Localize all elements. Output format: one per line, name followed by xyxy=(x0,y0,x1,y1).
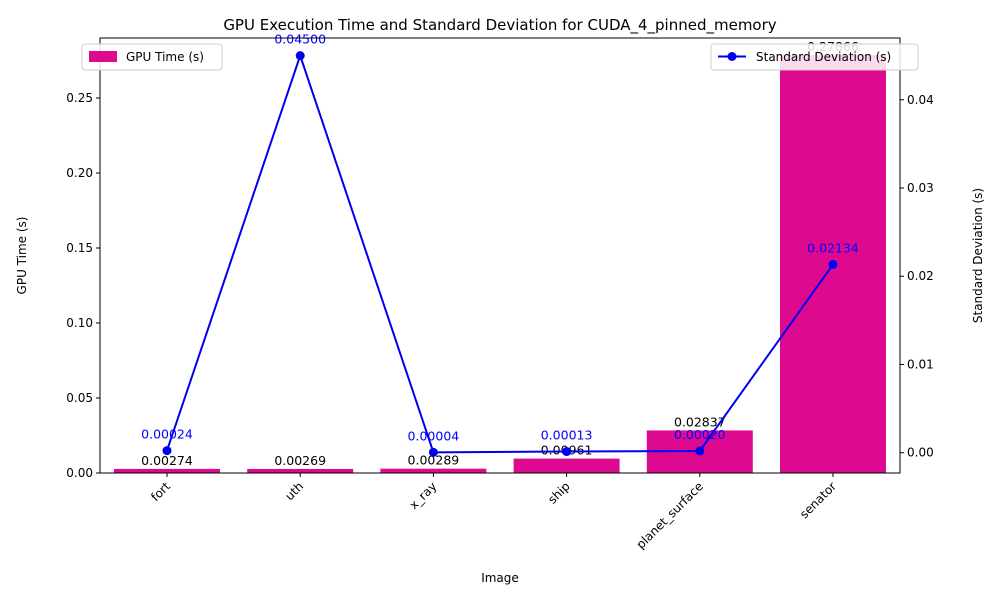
legend-std-dev-box xyxy=(710,43,919,71)
right-y-tick-label: 0.04 xyxy=(907,93,934,107)
legend-std-dev: Standard Deviation (s) xyxy=(710,43,919,71)
chart-title: GPU Execution Time and Standard Deviatio… xyxy=(223,16,776,35)
legend-std-dev-label: Standard Deviation (s) xyxy=(756,50,891,64)
bar-value-label: 0.00269 xyxy=(274,453,326,468)
left-y-tick-label: 0.20 xyxy=(66,166,93,180)
legend-gpu-time: GPU Time (s) xyxy=(81,43,223,71)
right-y-tick-label: 0.03 xyxy=(907,181,934,195)
bar-fort xyxy=(114,468,220,473)
bar-value-label: 0.02837 xyxy=(674,414,726,429)
std-dev-point-x_ray xyxy=(428,447,438,457)
left-y-tick-label: 0.25 xyxy=(66,91,93,105)
x-axis-label: Image xyxy=(481,571,519,585)
left-y-tick-label: 0.05 xyxy=(66,391,93,405)
left-y-tick-label: 0.10 xyxy=(66,316,93,330)
left-y-axis: 0.00 0.05 0.10 0.15 0.20 0.25 xyxy=(66,91,100,480)
std-dev-value-label: 0.00004 xyxy=(408,428,460,443)
left-y-tick-label: 0.00 xyxy=(66,466,93,480)
std-dev-value-label: 0.04500 xyxy=(274,32,326,47)
left-y-tick-label: 0.15 xyxy=(66,241,93,255)
legend-gpu-time-swatch xyxy=(89,51,117,62)
left-y-axis-label: GPU Time (s) xyxy=(15,217,29,295)
std-dev-point-fort xyxy=(162,446,172,456)
legend-gpu-time-box xyxy=(81,43,223,71)
std-dev-point-uth xyxy=(295,51,305,61)
std-dev-value-label: 0.00020 xyxy=(674,427,726,442)
bar-value-label: 0.00274 xyxy=(141,453,193,468)
std-dev-point-ship xyxy=(562,447,572,457)
std-dev-line xyxy=(166,52,834,454)
line-labels-layer: 0.00024 0.04500 0.00004 0.00013 0.00020 0.021… xyxy=(141,32,859,444)
bar-uth xyxy=(247,468,354,473)
right-y-tick-label: 0.02 xyxy=(907,269,934,283)
right-y-axis-label: Standard Deviation (s) xyxy=(971,188,985,323)
legend-gpu-time-label: GPU Time (s) xyxy=(126,50,204,64)
right-y-axis: 0.00 0.01 0.02 0.03 0.04 xyxy=(900,93,934,460)
right-y-tick-label: 0.00 xyxy=(907,446,934,460)
bar-value-label: 0.00289 xyxy=(408,453,460,468)
bar-x_ray xyxy=(380,468,487,473)
std-dev-value-label: 0.02134 xyxy=(807,240,859,255)
plot-frame xyxy=(99,37,901,474)
std-dev-value-label: 0.00013 xyxy=(541,428,593,443)
std-dev-value-label: 0.00024 xyxy=(141,427,193,442)
legend-std-dev-marker xyxy=(727,52,737,61)
std-dev-point-planet_surface xyxy=(695,446,705,456)
line-layer xyxy=(162,51,838,457)
right-y-tick-label: 0.01 xyxy=(907,357,934,371)
std-dev-point-senator xyxy=(828,259,838,269)
bar-ship xyxy=(513,458,620,473)
